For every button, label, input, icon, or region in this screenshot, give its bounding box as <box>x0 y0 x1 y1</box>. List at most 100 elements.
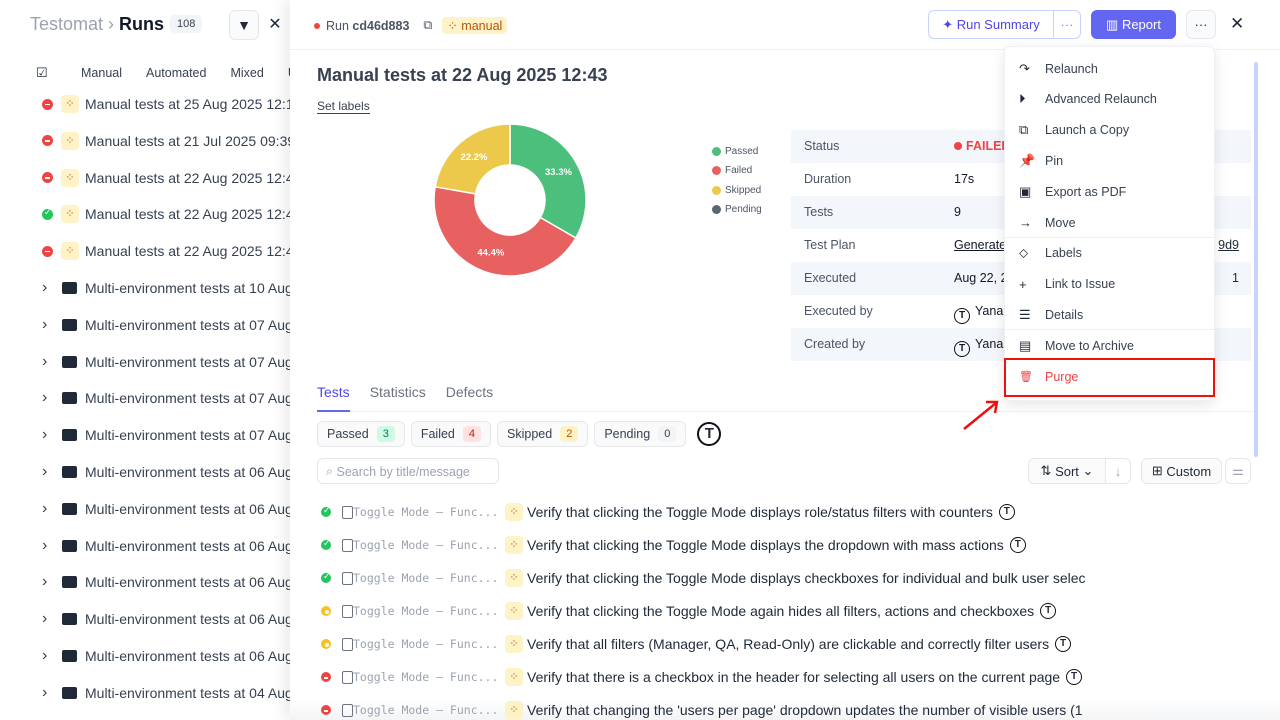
chevron-right-icon[interactable]: › <box>42 352 48 370</box>
folder-icon <box>62 576 77 589</box>
set-labels-link[interactable]: Set labels <box>317 99 370 114</box>
chip-label: Passed <box>327 427 369 441</box>
status-failed-icon <box>42 172 53 184</box>
tab-tests[interactable]: Tests <box>317 384 350 412</box>
test-row[interactable]: Toggle Mode — Func... ⁘Verify that clicki… <box>321 502 1091 522</box>
info-value-tail[interactable]: 9d9 <box>1218 238 1239 252</box>
manual-icon: ⁘ <box>505 536 523 554</box>
report-button[interactable]: ▥ Report <box>1091 10 1176 39</box>
run-type-tab[interactable]: Manual <box>81 66 122 80</box>
run-title: Manual tests at 22 Aug 2025 12:43 <box>85 169 292 186</box>
copy-icon[interactable]: ⧉ <box>423 18 433 32</box>
legend-swatch <box>712 205 721 215</box>
test-row[interactable]: Toggle Mode — Func... ⁘Verify that clicki… <box>321 601 1091 621</box>
chevron-right-icon[interactable]: › <box>42 315 48 333</box>
folder-icon <box>62 539 77 552</box>
menu-item-labels[interactable]: ⬦ Labels <box>1005 238 1214 269</box>
chevron-right-icon[interactable]: › <box>42 647 48 664</box>
run-list-item[interactable]: › Multi-environment tests at 10 Aug <box>42 278 292 298</box>
custom-view-button[interactable]: ⊞ Custom <box>1141 458 1222 484</box>
legend-label: Failed <box>725 165 753 177</box>
test-row[interactable]: Toggle Mode — Func... ⁘Verify that clicki… <box>321 535 1091 555</box>
status-filter-chips: Passed 3 Failed 4 Skipped 2 Pending 0 T <box>317 421 726 447</box>
info-value[interactable]: Generate <box>954 238 1006 262</box>
run-list-item[interactable]: › Multi-environment tests at 06 Aug <box>42 572 292 592</box>
filter-button[interactable]: ▼ <box>229 10 259 40</box>
test-row[interactable]: Toggle Mode — Func... ⁘ Verify that all fi… <box>321 634 1091 654</box>
run-type-tab[interactable]: Automated <box>146 66 207 80</box>
run-list-item[interactable]: › Multi-environment tests at 07 Aug <box>42 388 292 408</box>
menu-item-export-as-pdf[interactable]: ▣ Export as PDF <box>1005 176 1214 207</box>
assignee-avatar[interactable]: T <box>697 422 722 446</box>
run-summary-button[interactable]: ✦ Run Summary <box>928 10 1054 39</box>
chevron-right-icon[interactable]: › <box>42 499 48 517</box>
sort-button[interactable]: ⇅ Sort ⌄ <box>1028 458 1106 484</box>
menu-item-move[interactable]: → Move <box>1005 207 1214 238</box>
chevron-right-icon[interactable]: › <box>42 610 48 628</box>
chevron-right-icon[interactable]: › <box>42 536 48 554</box>
run-list-item[interactable]: ⁘ Manual tests at 21 Jul 2025 09:39 <box>42 131 292 151</box>
drawer-scrollbar[interactable] <box>1254 62 1258 457</box>
menu-item-relaunch[interactable]: ↷ Relaunch <box>1005 53 1214 84</box>
select-checkbox-icon[interactable]: ☑ <box>36 65 48 80</box>
run-list-item[interactable]: › Multi-environment tests at 06 Aug <box>42 536 292 556</box>
run-list-item[interactable]: ⁘ Manual tests at 22 Aug 2025 12:43 <box>42 241 292 261</box>
close-filter-button[interactable]: ✕ <box>268 16 282 33</box>
run-list-item[interactable]: ⁘ Manual tests at 25 Aug 2025 12:12 <box>42 94 292 114</box>
chevron-right-icon[interactable]: › <box>42 426 48 444</box>
pie-label: 22.2% <box>461 152 488 163</box>
chevron-right-icon[interactable]: › <box>42 573 48 591</box>
run-list-item[interactable]: › Multi-environment tests at 07 Aug <box>42 315 292 335</box>
filter-chip-skipped[interactable]: Skipped 2 <box>497 421 589 447</box>
sort-direction-button[interactable]: ↓ <box>1105 458 1131 484</box>
menu-item-launch-a-copy[interactable]: ⧉ Launch a Copy <box>1005 115 1214 146</box>
test-row[interactable]: Toggle Mode — Func... ⁘Verify that clicki… <box>321 568 1091 588</box>
test-row[interactable]: Toggle Mode — Func... ⁘ Verify that changi… <box>321 700 1091 720</box>
close-drawer-button[interactable]: ✕ <box>1230 14 1245 33</box>
settings-sliders-button[interactable]: ⚌ <box>1225 458 1251 484</box>
more-actions-button[interactable]: ··· <box>1186 10 1216 39</box>
test-row[interactable]: Toggle Mode — Func... ⁘ Verify that there … <box>321 667 1091 687</box>
menu-item-label: Purge <box>1045 369 1079 384</box>
menu-item-purge[interactable]: 🗑 Purge <box>1005 361 1214 392</box>
chevron-right-icon[interactable]: › <box>42 279 48 296</box>
breadcrumb-root[interactable]: Testomat <box>30 14 104 34</box>
search-input[interactable]: ⌕ Search by title/message <box>317 458 499 484</box>
info-value: FAILED <box>954 139 1010 163</box>
menu-item-advanced-relaunch[interactable]: ⏵ Advanced Relaunch <box>1005 84 1214 115</box>
run-title: Multi-environment tests at 06 Aug <box>85 464 292 480</box>
run-list-item[interactable]: › Multi-environment tests at 06 Aug <box>42 646 292 666</box>
pie-slice-skipped <box>434 123 511 195</box>
run-list-item[interactable]: › Multi-environment tests at 06 Aug <box>42 609 292 629</box>
chevron-right-icon[interactable]: › <box>42 389 48 407</box>
run-list-item[interactable]: › Multi-environment tests at 06 Aug <box>42 462 292 482</box>
filter-chip-passed[interactable]: Passed 3 <box>317 421 405 447</box>
run-type-tab[interactable]: Mixed <box>230 66 264 80</box>
menu-item-pin[interactable]: 📌 Pin <box>1005 145 1214 176</box>
tab-statistics[interactable]: Statistics <box>369 384 426 400</box>
folder-icon <box>62 318 77 331</box>
run-list-item[interactable]: › Multi-environment tests at 07 Aug <box>42 352 292 372</box>
menu-item-details[interactable]: ☰ Details <box>1005 299 1214 330</box>
chevron-right-icon[interactable]: › <box>42 683 48 701</box>
menu-item-link-to-issue[interactable]: + Link to Issue <box>1005 269 1214 300</box>
breadcrumb: Testomat › Runs 108 <box>30 14 203 35</box>
manual-icon: ⁘ <box>61 131 79 150</box>
info-key: Status <box>804 139 840 153</box>
relaunch-icon: ↷ <box>1019 60 1030 76</box>
chip-label: Skipped <box>507 427 553 441</box>
run-list-item[interactable]: › Multi-environment tests at 07 Aug <box>42 425 292 445</box>
filter-chip-pending[interactable]: Pending 0 <box>594 421 687 447</box>
info-value-text: Generate <box>954 238 1007 252</box>
menu-item-move-to-archive[interactable]: ▤ Move to Archive <box>1005 330 1214 361</box>
sparkle-icon: ✦ <box>942 16 957 32</box>
chevron-right-icon[interactable]: › <box>42 463 48 480</box>
run-title: Multi-environment tests at 07 Aug <box>85 316 292 333</box>
run-list-item[interactable]: ⁘ Manual tests at 22 Aug 2025 12:43 <box>42 168 292 188</box>
run-list-item[interactable]: › Multi-environment tests at 04 Aug <box>42 683 292 703</box>
run-list-item[interactable]: › Multi-environment tests at 06 Aug <box>42 499 292 519</box>
run-summary-more-button[interactable]: ··· <box>1053 10 1081 39</box>
run-list-item[interactable]: ⁘ Manual tests at 22 Aug 2025 12:43 <box>42 204 292 224</box>
filter-chip-failed[interactable]: Failed 4 <box>410 421 491 447</box>
tab-defects[interactable]: Defects <box>445 384 494 400</box>
